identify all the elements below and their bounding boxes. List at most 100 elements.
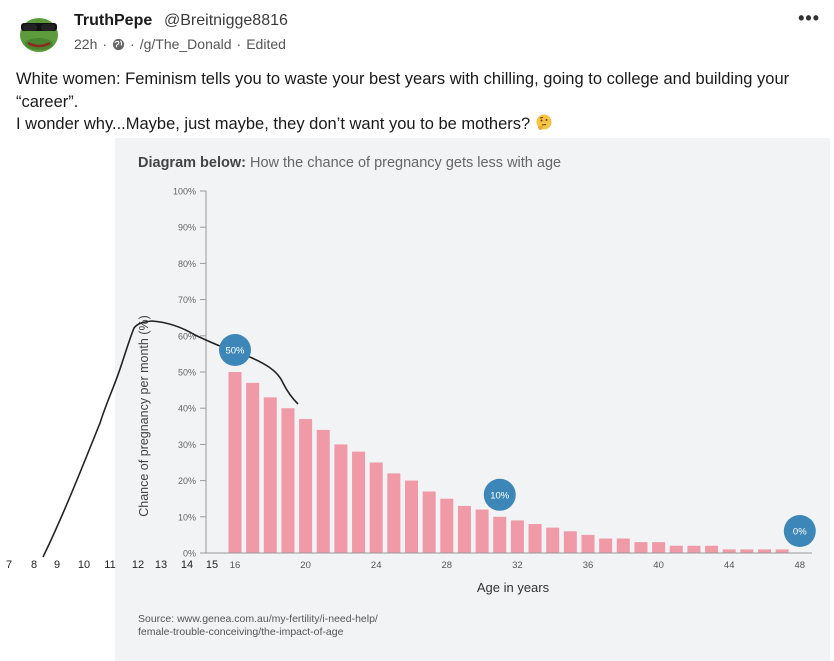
separator-dot: · <box>130 36 135 52</box>
bar <box>599 538 613 553</box>
author-name[interactable]: TruthPepe <box>74 12 153 29</box>
y-tick-label: 40% <box>178 404 196 414</box>
separator-dot: · <box>236 36 242 52</box>
handdrawn-x-label: 15 <box>206 559 218 571</box>
post-text-line2-wrap: I wonder why...Maybe, just maybe, they d… <box>16 113 821 136</box>
handdrawn-x-label: 11 <box>104 559 115 571</box>
bar <box>758 549 771 553</box>
bar <box>475 509 489 553</box>
y-tick-label: 10% <box>178 512 196 522</box>
handdrawn-x-label: 12 <box>132 559 144 571</box>
annotation-bubble <box>219 334 251 366</box>
more-options-icon[interactable]: ••• <box>798 8 820 28</box>
x-tick-label: 20 <box>300 560 311 571</box>
avatar[interactable] <box>16 10 62 56</box>
bar <box>369 462 383 553</box>
post-meta: 22h · · /g/The_Donald · Edited <box>74 36 286 52</box>
bar <box>281 408 295 553</box>
annotation-label: 50% <box>225 346 245 357</box>
annotation-bubbles: 50% 10% 0% <box>219 334 816 547</box>
bar <box>563 531 577 553</box>
x-axis: 16 20 24 28 32 36 40 44 48 <box>206 552 812 571</box>
post-time: 22h <box>74 36 98 52</box>
post-header: TruthPepe @Breitnigge8816 22h · · /g/The… <box>14 6 820 56</box>
author-handle[interactable]: @Breitnigge8816 <box>164 12 288 29</box>
x-tick-label: 40 <box>653 560 664 571</box>
bars <box>228 372 789 553</box>
bar <box>299 419 313 553</box>
bar <box>634 542 648 553</box>
bar <box>510 520 524 553</box>
bar <box>440 498 454 553</box>
handdrawn-x-label: 9 <box>54 559 60 571</box>
bar <box>316 429 330 553</box>
source-line-1: Source: www.genea.com.au/my-fertility/i-… <box>138 613 378 625</box>
post-text-line2: I wonder why...Maybe, just maybe, they d… <box>16 115 531 133</box>
annotation-label: 10% <box>490 490 510 501</box>
post-image[interactable]: Diagram below: How the chance of pregnanc… <box>0 138 834 661</box>
bar <box>387 473 401 553</box>
x-tick-label: 28 <box>442 560 453 571</box>
handdrawn-x-label: 14 <box>181 559 193 571</box>
bar <box>775 549 789 553</box>
y-tick-label: 20% <box>178 476 196 486</box>
fertility-bar-chart: Diagram below: How the chance of pregnanc… <box>6 155 816 638</box>
bar <box>581 534 595 553</box>
chart-title: Diagram below: How the chance of pregnanc… <box>138 155 561 171</box>
bar <box>263 397 277 553</box>
annotation-bubble <box>783 515 816 547</box>
chart-title-rest: How the chance of pregnancy gets less wi… <box>250 155 561 171</box>
edited-label: Edited <box>246 36 286 52</box>
annotation-bubble <box>483 478 516 511</box>
handdrawn-x-label: 13 <box>155 559 167 571</box>
source-line-2: female-trouble-conceiving/the-impact-of-… <box>138 626 344 638</box>
handdrawn-x-labels: 7 8 9 10 11 12 13 14 15 <box>6 559 218 571</box>
y-tick-label: 100% <box>173 187 196 197</box>
x-axis-label: Age in years <box>477 580 550 595</box>
y-axis: 0% 10% 20% 30% 40% 50% 60% 70% 80% 90% 100% <box>173 187 207 559</box>
y-tick-label: 60% <box>178 331 196 341</box>
bar <box>616 538 630 553</box>
bar <box>457 505 471 553</box>
y-tick-label: 70% <box>178 295 196 305</box>
annotation-label: 0% <box>793 527 807 538</box>
separator-dot: · <box>102 36 108 52</box>
bar <box>246 382 260 553</box>
community-link[interactable]: /g/The_Donald <box>139 36 232 52</box>
bar <box>669 545 683 553</box>
x-tick-label: 48 <box>795 560 806 571</box>
bar <box>228 372 242 553</box>
y-axis-label: Chance of pregnancy per month (%) <box>137 315 151 517</box>
globe-icon <box>112 38 125 50</box>
x-tick-label: 44 <box>724 560 735 571</box>
bar <box>528 524 542 553</box>
bar <box>687 545 701 553</box>
bar <box>352 451 366 553</box>
thinking-face-emoji-icon <box>536 114 552 130</box>
bar <box>405 480 418 553</box>
bar <box>334 444 348 553</box>
y-tick-label: 80% <box>178 259 196 269</box>
handdrawn-x-label: 7 <box>6 559 12 571</box>
bar <box>422 491 436 553</box>
handdrawn-x-label: 10 <box>78 559 90 571</box>
bar <box>546 527 560 553</box>
x-tick-label: 36 <box>583 560 594 571</box>
bar <box>705 545 719 553</box>
bar <box>740 549 754 553</box>
bar <box>722 549 736 553</box>
bar <box>493 516 507 553</box>
y-tick-label: 30% <box>178 440 196 450</box>
x-tick-label: 16 <box>230 560 241 571</box>
y-tick-label: 50% <box>178 368 196 378</box>
chart-title-bold: Diagram below: <box>138 155 246 171</box>
handdrawn-x-label: 8 <box>31 559 37 571</box>
handdrawn-curve <box>42 320 299 558</box>
x-tick-label: 24 <box>371 560 382 571</box>
post-text: White women: Feminism tells you to waste… <box>16 68 821 136</box>
post-text-line1: White women: Feminism tells you to waste… <box>16 70 790 111</box>
y-tick-label: 90% <box>178 223 196 233</box>
bar <box>652 542 666 553</box>
y-tick-label: 0% <box>183 549 196 559</box>
pepe-frog-avatar-icon <box>20 18 58 52</box>
